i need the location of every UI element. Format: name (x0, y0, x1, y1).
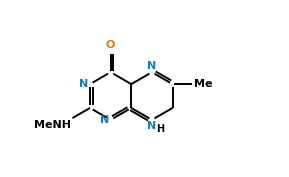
Text: O: O (106, 40, 115, 50)
Text: N: N (100, 115, 109, 125)
Text: N: N (147, 121, 157, 131)
Text: H: H (156, 124, 164, 134)
Text: N: N (147, 61, 157, 71)
Text: MeNH: MeNH (34, 120, 71, 130)
Text: N: N (79, 79, 89, 89)
Text: Me: Me (194, 79, 212, 89)
